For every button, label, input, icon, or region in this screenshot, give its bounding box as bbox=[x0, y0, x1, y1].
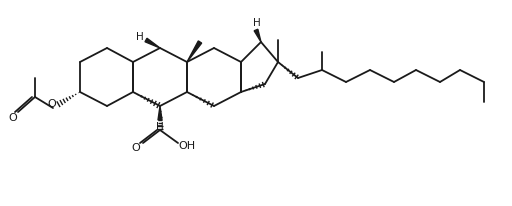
Polygon shape bbox=[187, 41, 202, 62]
Text: OH: OH bbox=[179, 141, 196, 151]
Text: H: H bbox=[253, 18, 261, 28]
Polygon shape bbox=[145, 38, 160, 48]
Text: H: H bbox=[136, 32, 144, 42]
Text: O: O bbox=[9, 113, 17, 123]
Polygon shape bbox=[158, 106, 162, 120]
Text: O: O bbox=[48, 99, 56, 109]
Polygon shape bbox=[254, 29, 261, 42]
Text: O: O bbox=[132, 143, 140, 153]
Text: H: H bbox=[156, 122, 164, 132]
